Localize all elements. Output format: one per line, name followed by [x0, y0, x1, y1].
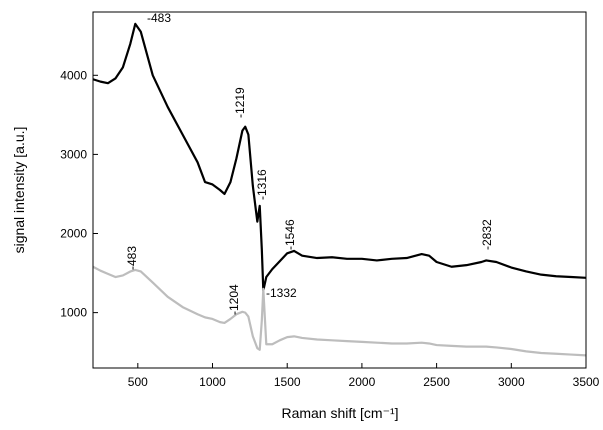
x-tick-label: 2500: [423, 375, 450, 389]
y-tick-label: 3000: [60, 147, 87, 161]
x-axis-label: Raman shift [cm⁻¹]: [281, 405, 398, 421]
annotation: -483: [147, 11, 171, 25]
annotation: -1204: [227, 284, 241, 315]
x-tick-label: 1500: [274, 375, 301, 389]
y-axis-label: signal intensity [a.u.]: [11, 127, 27, 254]
annotation: -2832: [480, 219, 494, 250]
annotation: -483: [125, 246, 139, 270]
series-line: [92, 265, 587, 357]
x-tick-label: 500: [128, 375, 148, 389]
x-tick-label: 3000: [498, 375, 525, 389]
annotation: -1219: [233, 87, 247, 118]
y-tick-label: 4000: [60, 68, 87, 82]
annotation: -1316: [255, 169, 269, 200]
annotation: -1546: [283, 219, 297, 250]
x-tick-label: 2000: [349, 375, 376, 389]
x-tick-label: 3500: [573, 375, 600, 389]
series-line: [92, 22, 587, 292]
y-tick-label: 2000: [60, 227, 87, 241]
y-tick-label: 1000: [60, 306, 87, 320]
annotation: -1332: [266, 286, 297, 300]
x-tick-label: 1000: [199, 375, 226, 389]
plot-frame: [92, 11, 587, 369]
